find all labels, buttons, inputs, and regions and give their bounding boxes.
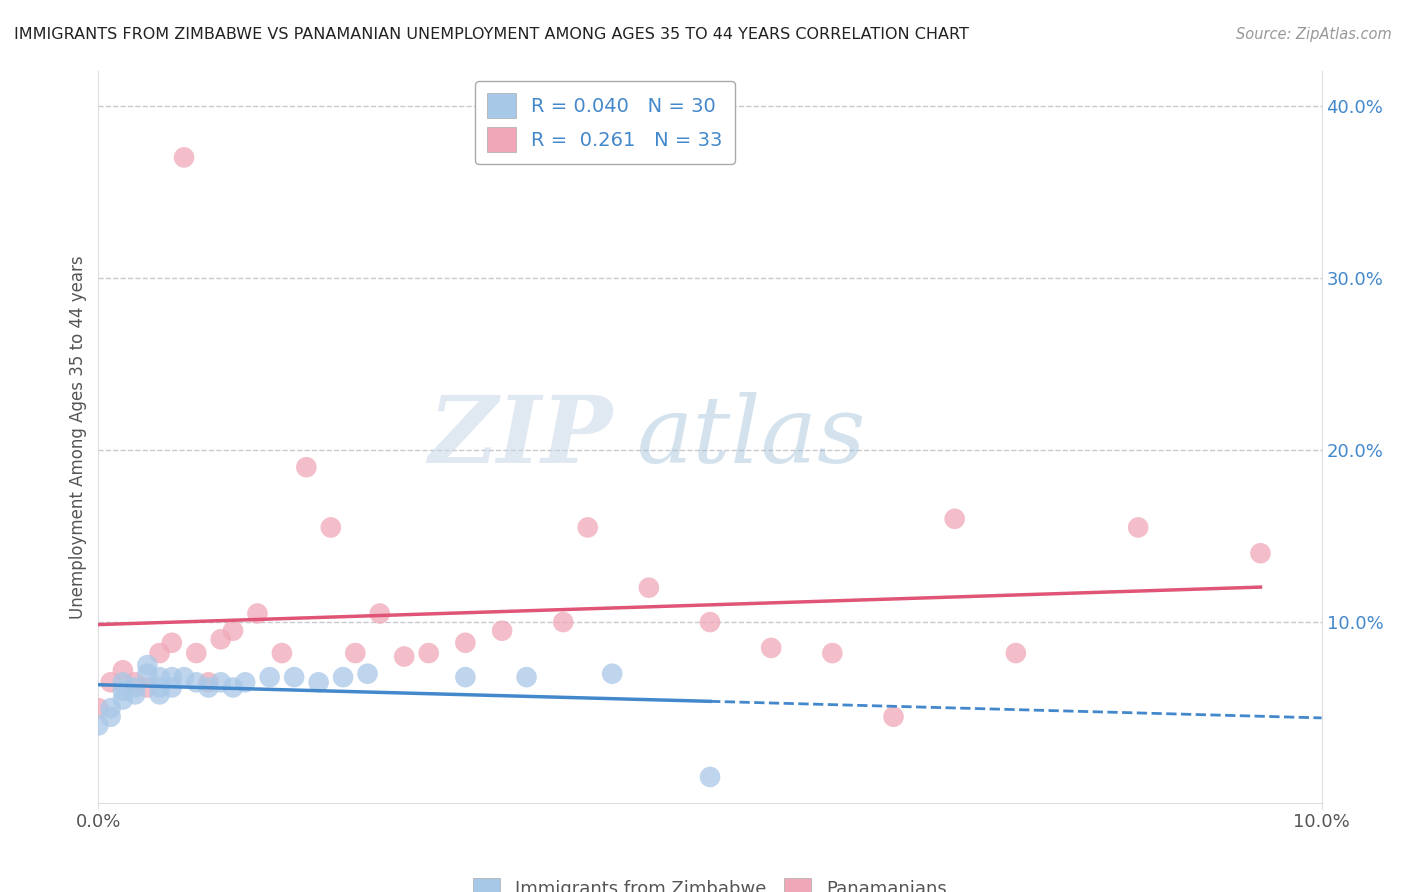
Point [699,770,721,784]
Point [1004,646,1026,660]
Point [124,681,146,695]
Point [160,681,183,695]
Point [209,675,232,690]
Point [943,512,966,526]
Point [149,681,172,695]
Point [222,624,245,638]
Point [136,666,159,681]
Y-axis label: Unemployment Among Ages 35 to 44 years: Unemployment Among Ages 35 to 44 years [69,255,87,619]
Point [160,670,183,684]
Point [368,607,391,621]
Point [111,692,134,706]
Point [197,675,219,690]
Point [553,615,575,629]
Point [454,636,477,650]
Point [149,670,172,684]
Point [576,520,599,534]
Point [87,701,110,715]
Text: atlas: atlas [637,392,866,482]
Point [111,675,134,690]
Point [222,681,245,695]
Point [149,646,172,660]
Point [308,675,330,690]
Point [270,646,292,660]
Point [699,615,721,629]
Point [392,649,416,664]
Point [454,670,477,684]
Text: ZIP: ZIP [427,392,612,482]
Point [344,646,367,660]
Point [160,636,183,650]
Point [111,663,134,677]
Point [173,670,195,684]
Point [173,150,195,164]
Point [124,675,146,690]
Text: Source: ZipAtlas.com: Source: ZipAtlas.com [1236,27,1392,42]
Point [1249,546,1271,560]
Legend: Immigrants from Zimbabwe, Panamanians: Immigrants from Zimbabwe, Panamanians [467,871,953,892]
Point [186,675,208,690]
Point [136,658,159,673]
Point [759,640,782,655]
Point [418,646,440,660]
Point [209,632,232,647]
Point [356,666,378,681]
Point [136,681,159,695]
Point [332,670,354,684]
Point [186,646,208,660]
Point [87,718,110,732]
Point [516,670,538,684]
Point [883,710,905,724]
Point [246,607,269,621]
Point [637,581,661,595]
Point [259,670,281,684]
Point [491,624,513,638]
Point [821,646,844,660]
Point [111,684,134,698]
Point [1128,520,1150,534]
Point [197,681,219,695]
Point [100,701,122,715]
Point [283,670,305,684]
Point [295,460,318,475]
Point [100,710,122,724]
Point [149,687,172,701]
Point [319,520,342,534]
Point [600,666,623,681]
Point [124,687,146,701]
Text: IMMIGRANTS FROM ZIMBABWE VS PANAMANIAN UNEMPLOYMENT AMONG AGES 35 TO 44 YEARS CO: IMMIGRANTS FROM ZIMBABWE VS PANAMANIAN U… [14,27,969,42]
Point [100,675,122,690]
Point [233,675,256,690]
